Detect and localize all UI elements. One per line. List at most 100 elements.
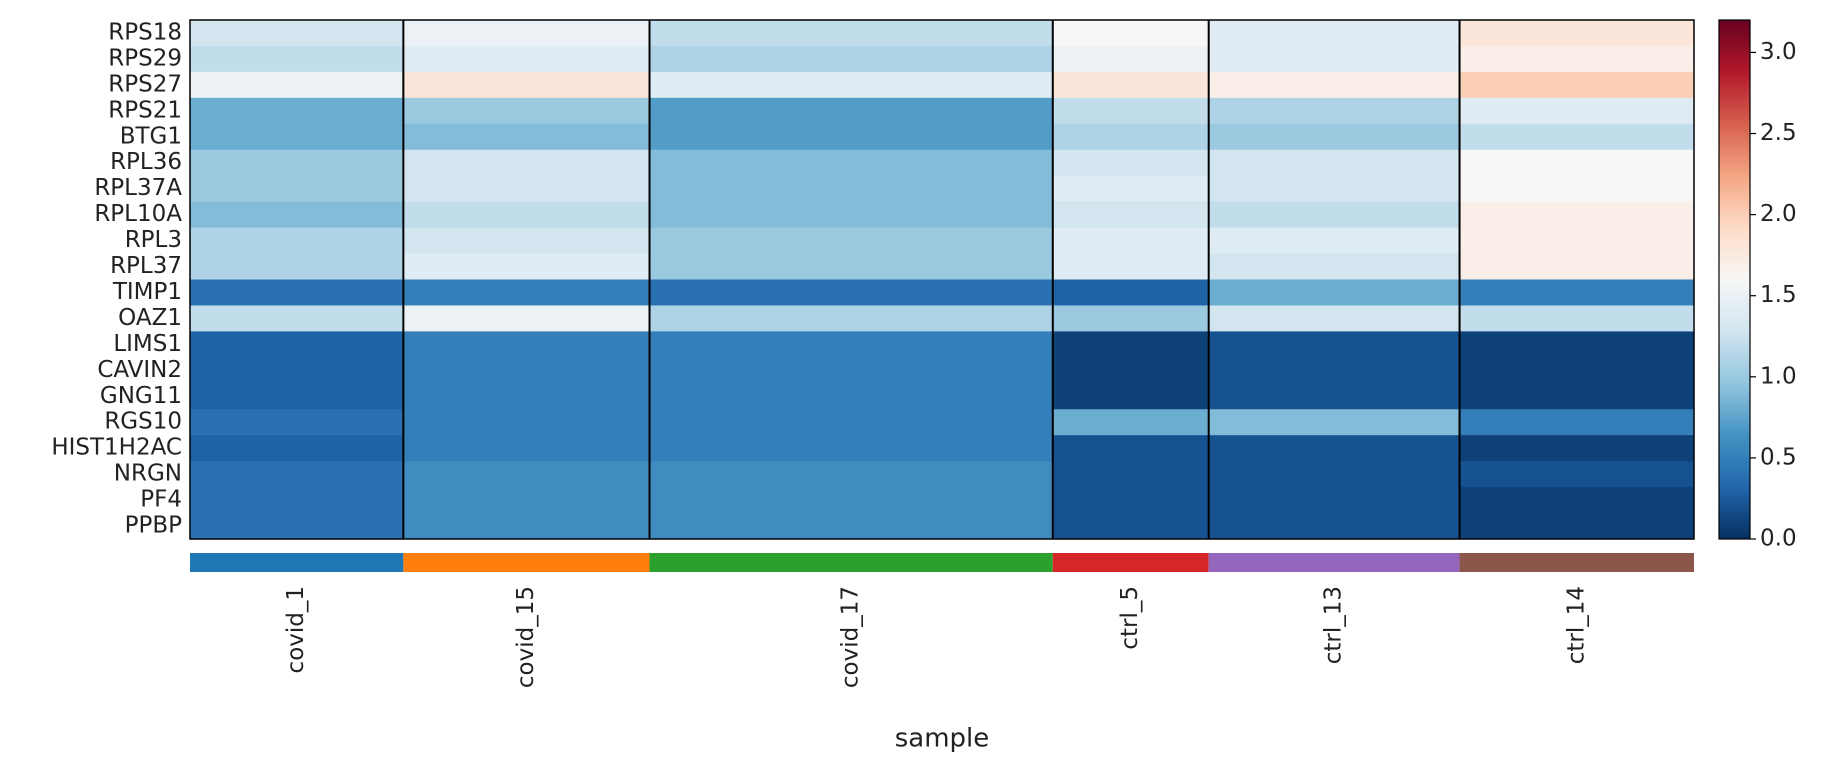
heatmap-cell bbox=[1459, 487, 1695, 514]
heatmap-cell bbox=[190, 279, 404, 306]
heatmap-cell bbox=[1052, 253, 1210, 280]
heatmap-cell bbox=[1208, 227, 1461, 255]
heatmap-cell bbox=[1459, 357, 1695, 384]
gene-label: PPBP bbox=[125, 513, 183, 539]
heatmap-cell bbox=[1459, 149, 1695, 177]
group-label: ctrl_14 bbox=[1563, 586, 1589, 664]
group-bar bbox=[403, 553, 650, 572]
heatmap-cell bbox=[403, 123, 651, 151]
heatmap-cell bbox=[1459, 305, 1695, 332]
heatmap-cell bbox=[190, 20, 404, 47]
heatmap-cell bbox=[649, 201, 1054, 229]
heatmap-cell bbox=[190, 45, 404, 73]
heatmap-cell bbox=[190, 123, 404, 151]
heatmap-cell bbox=[1459, 201, 1695, 229]
heatmap-cell bbox=[1208, 279, 1461, 306]
heatmap-cell bbox=[1459, 253, 1695, 280]
heatmap-cell bbox=[403, 357, 651, 384]
heatmap-cell bbox=[1459, 20, 1695, 47]
gene-label: RGS10 bbox=[104, 409, 182, 435]
heatmap-cell bbox=[1052, 409, 1210, 436]
heatmap-cell bbox=[649, 461, 1054, 488]
gene-label: RPS29 bbox=[108, 45, 182, 71]
heatmap-cell bbox=[403, 201, 651, 229]
heatmap-cell bbox=[1459, 409, 1695, 436]
heatmap-cell bbox=[1052, 149, 1210, 177]
heatmap-cell bbox=[403, 383, 651, 410]
heatmap-cell bbox=[1459, 513, 1695, 540]
gene-label: RPL37A bbox=[94, 175, 182, 201]
heatmap-cell bbox=[649, 71, 1054, 99]
heatmap-cell bbox=[1459, 71, 1695, 99]
heatmap-cell bbox=[1052, 97, 1210, 125]
group-label: covid_15 bbox=[513, 586, 539, 688]
group-bar bbox=[1052, 553, 1209, 572]
heatmap-cell bbox=[190, 149, 404, 177]
heatmap-cell bbox=[1459, 123, 1695, 151]
heatmap-cell bbox=[1052, 71, 1210, 99]
gene-label: RPS27 bbox=[108, 71, 182, 97]
heatmap-cell bbox=[403, 461, 651, 488]
heatmap-cell bbox=[1052, 123, 1210, 151]
heatmap-cell bbox=[649, 20, 1054, 47]
heatmap-cell bbox=[649, 513, 1054, 540]
heatmap-cell bbox=[1052, 331, 1210, 358]
heatmap-cell bbox=[649, 357, 1054, 384]
heatmap-cell bbox=[1459, 97, 1695, 125]
heatmap-cell bbox=[1052, 435, 1210, 462]
gene-label: LIMS1 bbox=[113, 331, 182, 357]
heatmap-cell bbox=[403, 97, 651, 125]
heatmap-cell bbox=[1052, 513, 1210, 540]
heatmap-cell bbox=[1459, 461, 1695, 488]
heatmap-frame bbox=[189, 19, 1695, 540]
heatmap-cell bbox=[1459, 331, 1695, 358]
heatmap-cell bbox=[190, 331, 404, 358]
group-label: ctrl_13 bbox=[1321, 586, 1347, 664]
heatmap-cell bbox=[190, 71, 404, 99]
heatmap-cell bbox=[1208, 461, 1461, 488]
colorbar-tick-label: 3.0 bbox=[1760, 39, 1797, 65]
heatmap-cell bbox=[1208, 149, 1461, 177]
heatmap-cell bbox=[649, 409, 1054, 436]
heatmap-cell bbox=[1459, 279, 1695, 306]
heatmap-cell bbox=[1208, 409, 1461, 436]
heatmap-cell bbox=[403, 20, 651, 47]
heatmap-cell bbox=[1052, 201, 1210, 229]
heatmap-cell bbox=[190, 461, 404, 488]
gene-label: GNG11 bbox=[100, 383, 182, 409]
heatmap-cell bbox=[649, 331, 1054, 358]
heatmap-cell bbox=[1208, 45, 1461, 73]
heatmap-cell bbox=[1208, 201, 1461, 229]
group-bar bbox=[190, 553, 404, 572]
heatmap-cell bbox=[1052, 279, 1210, 306]
colorbar bbox=[1718, 19, 1751, 540]
heatmap-cell bbox=[403, 305, 651, 332]
heatmap-cell bbox=[1052, 487, 1210, 514]
heatmap-cell bbox=[1459, 227, 1695, 255]
heatmap-cell bbox=[1052, 357, 1210, 384]
heatmap-cell bbox=[190, 97, 404, 125]
group-label: ctrl_5 bbox=[1117, 586, 1143, 650]
gene-label: NRGN bbox=[114, 461, 182, 487]
gene-label: TIMP1 bbox=[112, 279, 182, 305]
heatmap-cell bbox=[1052, 383, 1210, 410]
heatmap-cell bbox=[649, 253, 1054, 280]
heatmap-cell bbox=[1052, 175, 1210, 203]
heatmap-cell bbox=[1208, 97, 1461, 125]
heatmap-cell bbox=[649, 305, 1054, 332]
heatmap-cell bbox=[1208, 383, 1461, 410]
gene-label: CAVIN2 bbox=[97, 357, 182, 383]
heatmap-cell bbox=[1459, 175, 1695, 203]
heatmap-cell bbox=[649, 97, 1054, 125]
heatmap-cell bbox=[1208, 331, 1461, 358]
gene-label: RPL36 bbox=[110, 149, 182, 175]
gene-label: OAZ1 bbox=[118, 305, 182, 331]
heatmap-cell bbox=[1052, 20, 1210, 47]
heatmap-cell bbox=[1208, 253, 1461, 280]
heatmap-cell bbox=[1208, 513, 1461, 540]
heatmap-cell bbox=[649, 435, 1054, 462]
heatmap-cell bbox=[190, 383, 404, 410]
heatmap-cell bbox=[403, 45, 651, 73]
x-axis-label: sample bbox=[895, 724, 990, 754]
